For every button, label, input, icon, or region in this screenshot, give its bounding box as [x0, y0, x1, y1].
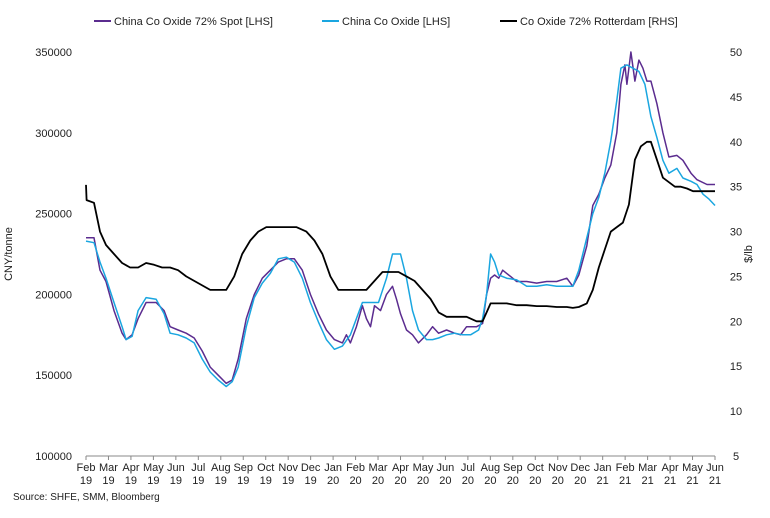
x-axis-tick-label-month: Feb — [77, 462, 96, 474]
x-axis-tick-label-year: 20 — [529, 475, 541, 487]
x-axis-tick-label-year: 19 — [192, 475, 204, 487]
x-axis-tick-label-year: 20 — [484, 475, 496, 487]
x-axis-tick-label-year: 20 — [574, 475, 586, 487]
x-axis-tick-label-year: 19 — [237, 475, 249, 487]
x-axis-tick-label-year: 20 — [372, 475, 384, 487]
right-axis-tick-label: 25 — [730, 271, 742, 283]
x-axis-tick-label-month: Jul — [461, 462, 475, 474]
legend: China Co Oxide 72% Spot [LHS] China Co Ox… — [94, 16, 678, 28]
x-axis-tick-label-year: 21 — [641, 475, 653, 487]
series-line-2 — [85, 64, 716, 388]
x-axis-tick-label-year: 20 — [349, 475, 361, 487]
legend-label-2: China Co Oxide [LHS] — [342, 16, 450, 28]
x-axis-tick-label-year: 20 — [417, 475, 429, 487]
x-axis-tick-label-month: Mar — [638, 462, 657, 474]
x-axis-tick-label-month: Oct — [257, 462, 274, 474]
x-axis-tick-label-year: 21 — [619, 475, 631, 487]
x-axis-tick-label-month: Dec — [570, 462, 590, 474]
legend-label-1: China Co Oxide 72% Spot [LHS] — [114, 16, 273, 28]
x-axis-tick-label-month: Jul — [191, 462, 205, 474]
x-axis-tick-label-year: 19 — [260, 475, 272, 487]
series-line-3 — [85, 140, 715, 323]
right-axis-tick-label: 20 — [730, 316, 742, 328]
x-axis-tick-label-year: 19 — [102, 475, 114, 487]
x-axis-tick-label-month: May — [143, 462, 164, 474]
x-axis-tick-label-month: Aug — [211, 462, 231, 474]
series-group — [85, 51, 716, 388]
right-axis-tick-label: 50 — [730, 47, 742, 59]
x-axis-tick-label-month: Aug — [481, 462, 501, 474]
x-axis-tick-label-year: 19 — [215, 475, 227, 487]
left-axis-title: CNY/tonne — [3, 227, 15, 281]
x-axis-tick-label-month: Mar — [369, 462, 388, 474]
x-axis-tick-label-month: Jun — [706, 462, 724, 474]
x-axis-tick-label-month: Mar — [99, 462, 118, 474]
x-axis-tick-label-year: 19 — [305, 475, 317, 487]
x-axis-tick-label-month: Nov — [548, 462, 568, 474]
x-axis-tick-label-month: Sep — [503, 462, 523, 474]
x-axis-tick-label-month: Feb — [346, 462, 365, 474]
x-axis-tick-label-year: 21 — [664, 475, 676, 487]
x-axis-tick-label-year: 20 — [394, 475, 406, 487]
x-axis-tick-label-month: Sep — [233, 462, 253, 474]
x-axis-tick-label-month: May — [682, 462, 703, 474]
x-axis-tick-label-year: 20 — [507, 475, 519, 487]
x-axis-tick-label-month: Apr — [662, 462, 679, 474]
right-axis-tick-label: 40 — [730, 137, 742, 149]
left-axis-tick-label: 300000 — [35, 128, 72, 140]
legend-label-3: Co Oxide 72% Rotterdam [RHS] — [520, 16, 678, 28]
x-axis-tick-label-month: Jun — [167, 462, 185, 474]
right-axis-tick-label: 10 — [730, 406, 742, 418]
left-axis-tick-label: 200000 — [35, 289, 72, 301]
x-axis-tick-label-month: Nov — [278, 462, 298, 474]
right-axis-tick-label: 5 — [733, 451, 739, 463]
right-axis-tick-label: 35 — [730, 182, 742, 194]
left-axis-tick-label: 100000 — [35, 451, 72, 463]
right-axis-tick-label: 45 — [730, 92, 742, 104]
x-axis-tick-label-year: 19 — [282, 475, 294, 487]
left-axis-tick-label: 350000 — [35, 47, 72, 59]
series-line-1 — [86, 51, 715, 385]
x-axis-tick-label-year: 21 — [709, 475, 721, 487]
right-axis-tick-label: 15 — [730, 361, 742, 373]
axes: 100000 150000 200000 250000 300000 350000 5 10 1… — [3, 47, 755, 487]
x-axis-tick-label-year: 20 — [462, 475, 474, 487]
x-axis-tick-label-month: Feb — [616, 462, 635, 474]
x-axis-tick-label-year: 19 — [170, 475, 182, 487]
x-axis-tick-label-month: Oct — [527, 462, 544, 474]
x-axis-tick-label-year: 19 — [80, 475, 92, 487]
x-axis-tick-label-month: Jan — [324, 462, 342, 474]
x-axis-tick-label-year: 20 — [439, 475, 451, 487]
x-axis-tick-label-month: Jan — [594, 462, 612, 474]
x-axis-tick-label-month: Dec — [301, 462, 321, 474]
x-axis-tick-label-year: 19 — [147, 475, 159, 487]
x-axis-tick-label-year: 21 — [597, 475, 609, 487]
x-axis-tick-label-year: 19 — [125, 475, 137, 487]
x-axis-tick-label-month: Jun — [437, 462, 455, 474]
left-axis-tick-label: 250000 — [35, 209, 72, 221]
x-axis-tick-label-month: Apr — [122, 462, 139, 474]
x-axis-tick-label-month: Apr — [392, 462, 409, 474]
x-axis-tick-label-year: 20 — [552, 475, 564, 487]
x-axis-tick-label-year: 21 — [686, 475, 698, 487]
x-axis-tick-label-year: 20 — [327, 475, 339, 487]
left-axis-tick-label: 150000 — [35, 370, 72, 382]
right-axis-title: $/lb — [743, 245, 755, 263]
x-axis-tick-label-month: May — [413, 462, 434, 474]
right-axis-tick-label: 30 — [730, 227, 742, 239]
source-note: Source: SHFE, SMM, Bloomberg — [13, 492, 160, 503]
